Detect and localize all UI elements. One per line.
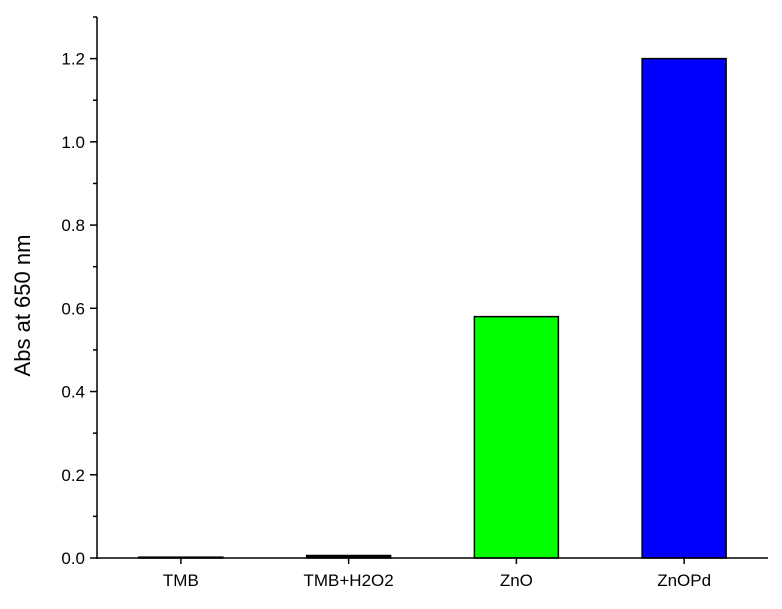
x-tick-label: ZnOPd xyxy=(657,571,711,590)
bar-zno xyxy=(473,315,560,559)
y-tick-label: 0.2 xyxy=(61,466,85,485)
bars-group xyxy=(138,57,727,559)
y-axis: 0.0 0.2 0.4 0.6 0.8 1.0 1.2 xyxy=(61,16,98,568)
bar-znopd xyxy=(641,57,727,559)
y-tick-label: 0.4 xyxy=(61,383,85,402)
y-tick-label: 1.2 xyxy=(61,50,85,69)
y-tick-label: 0.0 xyxy=(61,549,85,568)
x-tick-label: TMB xyxy=(163,571,199,590)
y-tick-label: 0.8 xyxy=(61,216,85,235)
y-tick-label: 0.6 xyxy=(61,299,85,318)
x-axis: TMB TMB+H2O2 ZnO ZnOPd xyxy=(97,557,768,590)
y-tick-label: 1.0 xyxy=(61,133,85,152)
y-axis-title: Abs at 650 nm xyxy=(10,235,35,377)
x-tick-label: TMB+H2O2 xyxy=(304,571,394,590)
x-tick-label: ZnO xyxy=(500,571,533,590)
